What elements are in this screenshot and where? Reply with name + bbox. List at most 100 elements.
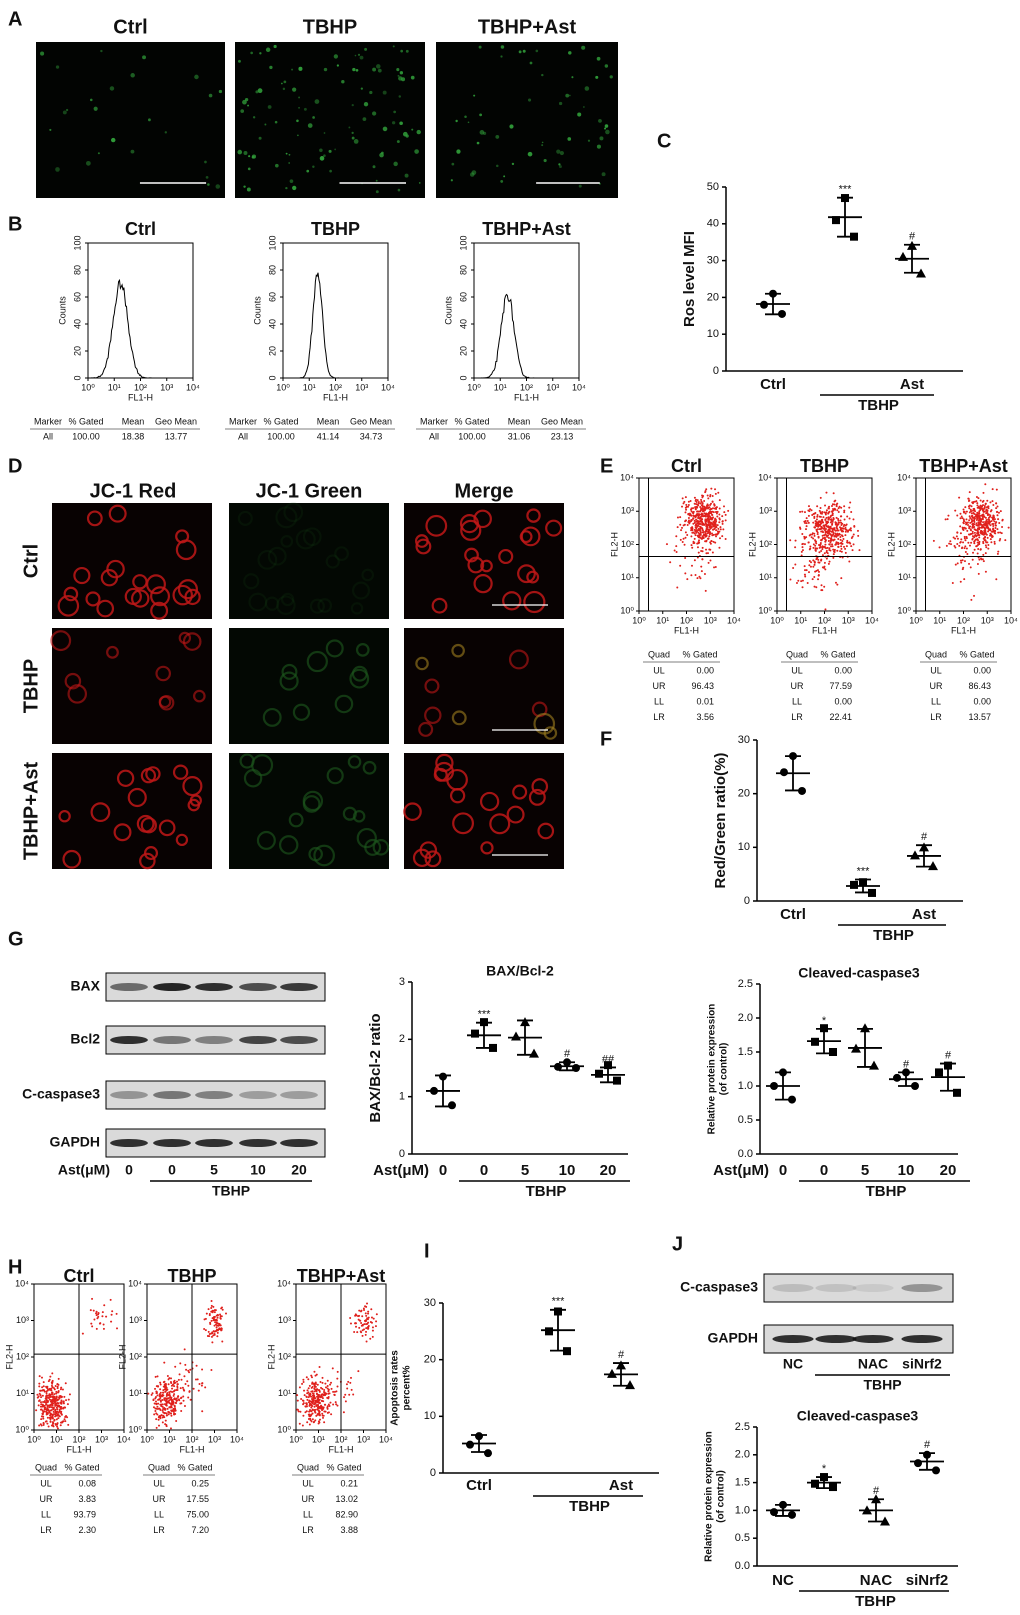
table-header: % Gated [454,416,489,426]
event-dot [67,1423,70,1426]
cell-spot [251,155,255,159]
blot-band [110,1091,148,1099]
event-dot [980,523,983,526]
event-dot [991,530,994,533]
event-dot [959,512,962,515]
event-dot [721,520,724,523]
event-dot [45,1385,48,1388]
event-dot [714,488,717,491]
event-dot [201,1368,204,1371]
event-dot [159,1381,162,1384]
event-dot [58,1408,61,1411]
event-dot [695,513,698,516]
event-dot [163,1403,166,1406]
event-dot [714,492,717,495]
event-dot [962,566,965,569]
cell-spot [348,126,351,129]
event-dot [819,515,822,518]
event-dot [310,1410,313,1413]
event-dot [161,1395,164,1398]
cell [424,850,442,868]
event-dot [801,546,804,549]
event-dot [57,1377,60,1380]
x-tick-label: 10¹ [108,382,121,392]
event-dot [164,1399,167,1402]
error-bar [613,1362,629,1387]
event-dot [698,575,701,578]
event-dot [167,1378,170,1381]
cell [139,852,156,870]
image-title: TBHP+Ast [478,16,577,38]
blot-band [153,1036,191,1044]
event-dot [163,1398,166,1401]
event-dot [848,506,851,509]
event-dot [840,521,843,524]
cell-spot [218,89,223,94]
event-dot [842,537,845,540]
event-dot [95,1327,98,1330]
event-dot [984,483,987,486]
event-dot [804,528,807,531]
event-dot [962,510,965,513]
event-dot [819,528,822,531]
data-point [788,1510,796,1519]
y-tick-label: 100 [458,235,468,250]
event-dot [367,1312,370,1315]
event-dot [828,505,831,508]
event-dot [305,1376,308,1379]
event-dot [66,1416,69,1419]
event-dot [320,1406,323,1409]
cell-spot [49,128,52,131]
event-dot [718,530,721,533]
event-dot [961,559,964,562]
event-dot [969,521,972,524]
event-dot [989,501,992,504]
event-dot [971,514,974,517]
event-dot [693,537,696,540]
event-dot [38,1375,41,1378]
cell-spot [364,47,368,51]
x-tick-label: Ctrl [760,376,786,393]
event-dot [719,526,722,529]
event-dot [166,1407,169,1410]
cell-spot [215,184,221,189]
cell-spot [587,139,591,142]
event-dot [700,508,703,511]
event-dot [111,1310,114,1313]
cell-spot [396,68,400,72]
event-dot [91,1325,94,1328]
event-dot [684,536,687,539]
event-dot [57,1417,60,1420]
event-dot [315,1389,318,1392]
event-dot [701,518,704,521]
event-dot [174,1409,177,1412]
event-dot [836,509,839,512]
blot-strip [105,1080,326,1110]
event-dot [995,578,998,581]
table-cell: 7.20 [191,1525,209,1535]
event-dot [852,518,855,521]
event-dot [816,528,819,531]
x-tick-label: 0 [480,1162,488,1179]
table-cell: 77.59 [829,681,852,691]
y-axis-label: Apoptosis rates [390,1350,401,1426]
event-dot [324,1410,327,1413]
event-dot [64,1420,67,1423]
y-tick-label: 40 [458,319,468,329]
event-dot [703,500,706,503]
event-dot [46,1416,49,1419]
panel-letter: C [657,130,671,152]
event-dot [844,526,847,529]
cell-spot [250,51,253,55]
event-dot [990,520,993,523]
event-dot [685,503,688,506]
event-dot [983,507,986,510]
event-dot [981,558,984,561]
event-dot [705,518,708,521]
event-dot [701,522,704,525]
event-dot [959,580,962,583]
event-dot [837,519,840,522]
error-bar [904,243,920,274]
y-tick-label: 40 [707,218,719,230]
event-dot [154,1400,157,1403]
